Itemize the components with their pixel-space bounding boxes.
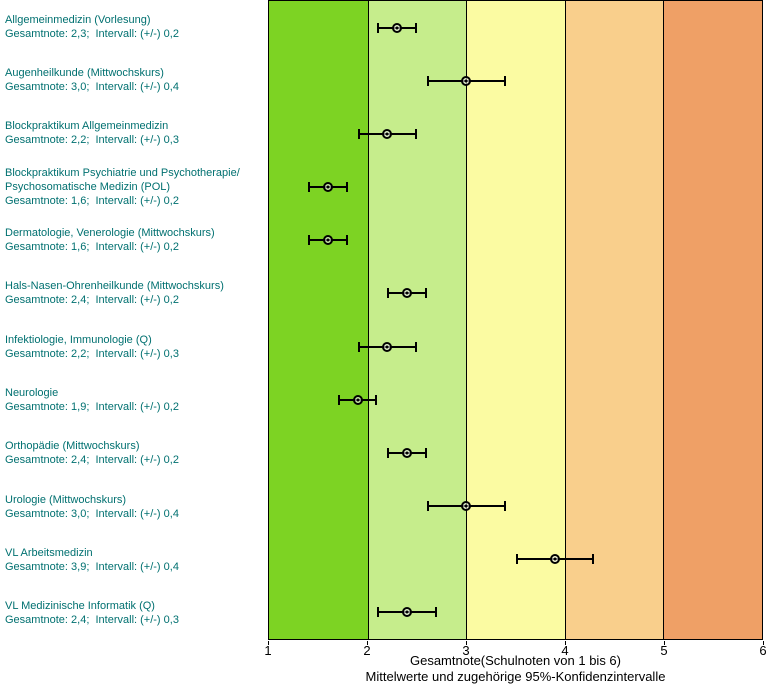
course-stats: Gesamtnote: 2,4; Intervall: (+/-) 0,2 xyxy=(5,454,179,467)
course-stats: Gesamtnote: 3,9; Intervall: (+/-) 0,4 xyxy=(5,560,179,573)
x-tick-label: 6 xyxy=(759,643,767,658)
x-tick-label: 1 xyxy=(264,643,272,658)
course-stats: Gesamtnote: 2,4; Intervall: (+/-) 0,3 xyxy=(5,614,179,627)
data-point-marker xyxy=(323,182,334,193)
course-label-block: Orthopädie (Mittwochskurs) Gesamtnote: 2,… xyxy=(0,427,268,480)
course-name: VL Medizinische Informatik (Q) xyxy=(5,600,155,613)
x-tick-label: 4 xyxy=(561,643,569,658)
grid-line xyxy=(663,1,665,639)
data-point-marker xyxy=(461,501,472,512)
course-name: Hals-Nasen-Ohrenheilkunde (Mittwochskurs… xyxy=(5,280,224,293)
course-label-block: Blockpraktikum Psychiatrie und Psychothe… xyxy=(0,160,268,213)
data-point-marker xyxy=(402,288,413,299)
grid-line xyxy=(466,1,468,639)
course-name: Psychosomatische Medizin (POL) xyxy=(5,180,171,193)
labels-column: Allgemeinmedizin (Vorlesung) Gesamtnote: … xyxy=(0,0,268,640)
x-tick-label: 5 xyxy=(660,643,668,658)
course-stats: Gesamtnote: 1,6; Intervall: (+/-) 0,2 xyxy=(5,240,179,253)
course-label-block: VL Arbeitsmedizin Gesamtnote: 3,9; Interv… xyxy=(0,533,268,586)
data-point-marker xyxy=(392,22,403,33)
course-name: VL Arbeitsmedizin xyxy=(5,546,93,559)
course-stats: Gesamtnote: 1,6; Intervall: (+/-) 0,2 xyxy=(5,194,179,207)
x-tick-mark xyxy=(664,641,665,645)
data-point-marker xyxy=(323,235,334,246)
course-name: Blockpraktikum Psychiatrie und Psychothe… xyxy=(5,166,240,179)
data-point-marker xyxy=(382,128,393,139)
x-tick-mark xyxy=(565,641,566,645)
course-name: Allgemeinmedizin (Vorlesung) xyxy=(5,13,151,26)
x-tick-mark xyxy=(367,641,368,645)
grade-band xyxy=(269,1,368,639)
x-axis: 1 2 3 4 5 6 xyxy=(264,641,767,661)
course-stats: Gesamtnote: 2,2; Intervall: (+/-) 0,3 xyxy=(5,134,179,147)
x-tick-label: 3 xyxy=(462,643,470,658)
course-label-block: Infektiologie, Immunologie (Q) Gesamtnote… xyxy=(0,320,268,373)
course-name: Infektiologie, Immunologie (Q) xyxy=(5,333,152,346)
course-stats: Gesamtnote: 2,2; Intervall: (+/-) 0,3 xyxy=(5,347,179,360)
course-name: Blockpraktikum Allgemeinmedizin xyxy=(5,120,169,133)
course-label-block: VL Medizinische Informatik (Q) Gesamtnote… xyxy=(0,587,268,640)
course-label-block: Hals-Nasen-Ohrenheilkunde (Mittwochskurs… xyxy=(0,267,268,320)
grid-line xyxy=(564,1,566,639)
course-stats: Gesamtnote: 3,0; Intervall: (+/-) 0,4 xyxy=(5,507,179,520)
course-name: Augenheilkunde (Mittwochskurs) xyxy=(5,66,164,79)
x-tick-mark xyxy=(466,641,467,645)
course-name: Orthopädie (Mittwochskurs) xyxy=(5,440,140,453)
grade-band xyxy=(466,1,565,639)
course-label-block: Dermatologie, Venerologie (Mittwochskurs… xyxy=(0,213,268,266)
data-point-marker xyxy=(402,607,413,618)
course-label-block: Neurologie Gesamtnote: 1,9; Intervall: (+… xyxy=(0,373,268,426)
course-stats: Gesamtnote: 1,9; Intervall: (+/-) 0,2 xyxy=(5,400,179,413)
course-label-block: Augenheilkunde (Mittwochskurs) Gesamtnote… xyxy=(0,53,268,106)
x-axis-title: Gesamtnote(Schulnoten von 1 bis 6) xyxy=(409,653,621,668)
grade-band xyxy=(663,1,762,639)
data-point-marker xyxy=(549,554,560,565)
grade-band xyxy=(367,1,467,639)
data-point-marker xyxy=(461,75,472,86)
data-point-marker xyxy=(382,341,393,352)
x-tick-mark xyxy=(763,641,764,645)
grid-line xyxy=(367,1,369,639)
data-point-marker xyxy=(352,394,363,405)
course-stats: Gesamtnote: 2,3; Intervall: (+/-) 0,2 xyxy=(5,27,179,40)
x-axis-subtitle: Mittelwerte und zugehörige 95%-Konfidenz… xyxy=(365,669,666,684)
course-label-block: Allgemeinmedizin (Vorlesung) Gesamtnote: … xyxy=(0,0,268,53)
plot-area xyxy=(268,0,763,640)
grade-band xyxy=(564,1,664,639)
x-tick-label: 2 xyxy=(363,643,371,658)
course-label-block: Blockpraktikum Allgemeinmedizin Gesamtnot… xyxy=(0,107,268,160)
x-tick-mark xyxy=(268,641,269,645)
course-stats: Gesamtnote: 3,0; Intervall: (+/-) 0,4 xyxy=(5,80,179,93)
course-stats: Gesamtnote: 2,4; Intervall: (+/-) 0,2 xyxy=(5,294,179,307)
course-label-block: Urologie (Mittwochskurs) Gesamtnote: 3,0;… xyxy=(0,480,268,533)
course-name: Urologie (Mittwochskurs) xyxy=(5,493,127,506)
course-name: Neurologie xyxy=(5,386,59,399)
course-name: Dermatologie, Venerologie (Mittwochskurs… xyxy=(5,226,215,239)
data-point-marker xyxy=(402,447,413,458)
